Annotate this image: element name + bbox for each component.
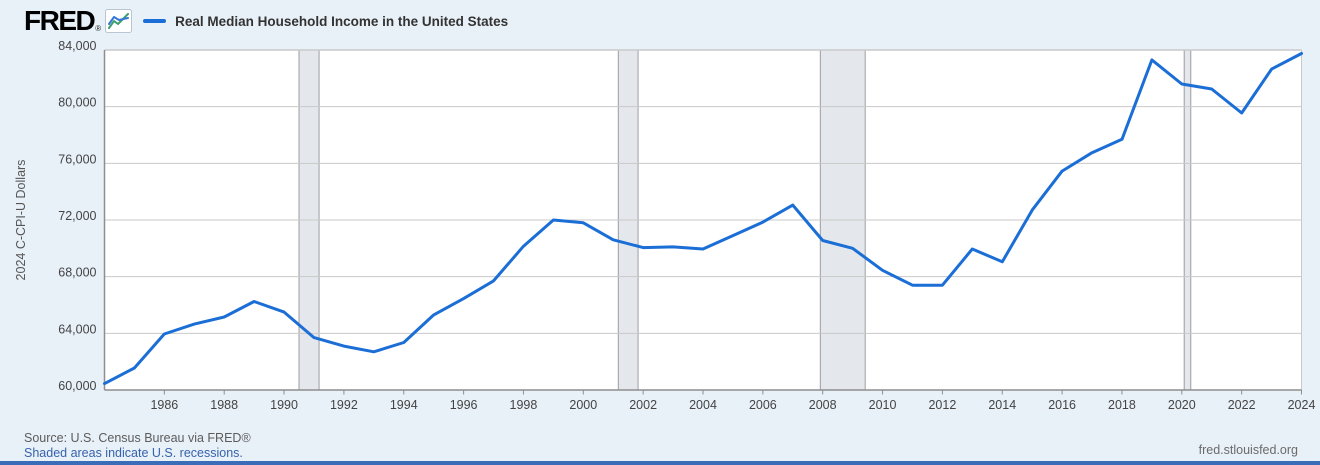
y-tick-label: 64,000 xyxy=(58,322,96,336)
x-tick-label: 2002 xyxy=(629,398,657,412)
y-tick-label: 76,000 xyxy=(58,152,96,166)
x-tick-label: 2022 xyxy=(1228,398,1256,412)
y-tick-label: 72,000 xyxy=(58,209,96,223)
footer: Source: U.S. Census Bureau via FRED® Sha… xyxy=(24,431,251,461)
x-tick-label: 1992 xyxy=(330,398,358,412)
registered-mark: ® xyxy=(95,24,102,33)
x-tick-label: 2018 xyxy=(1108,398,1136,412)
y-tick-label: 60,000 xyxy=(58,379,96,393)
x-tick-label: 2014 xyxy=(988,398,1016,412)
x-tick-label: 2016 xyxy=(1048,398,1076,412)
fred-logo[interactable]: FRED xyxy=(24,5,96,36)
header: FRED ® Real Median Household Income in t… xyxy=(24,6,508,36)
x-tick-label: 1998 xyxy=(510,398,538,412)
y-tick-label: 84,000 xyxy=(58,39,96,53)
x-tick-label: 2004 xyxy=(689,398,717,412)
x-tick-label: 2008 xyxy=(809,398,837,412)
x-tick-label: 1990 xyxy=(270,398,298,412)
x-tick-label: 1986 xyxy=(150,398,178,412)
y-tick-label: 68,000 xyxy=(58,266,96,280)
recessions-link[interactable]: Shaded areas indicate U.S. recessions. xyxy=(24,446,243,460)
x-tick-label: 1996 xyxy=(450,398,478,412)
x-tick-label: 2006 xyxy=(749,398,777,412)
fred-site-link[interactable]: fred.stlouisfed.org xyxy=(1198,443,1298,457)
x-tick-label: 2000 xyxy=(569,398,597,412)
x-tick-label: 2010 xyxy=(869,398,897,412)
chart-title[interactable]: Real Median Household Income in the Unit… xyxy=(175,13,509,29)
y-tick-label: 80,000 xyxy=(58,96,96,110)
x-tick-label: 2020 xyxy=(1168,398,1196,412)
x-tick-label: 2012 xyxy=(928,398,956,412)
x-tick-label: 1994 xyxy=(390,398,418,412)
legend-line-swatch xyxy=(143,19,167,23)
x-tick-label: 2024 xyxy=(1288,398,1316,412)
chart-canvas[interactable]: 1986 1988 1990 1992 1994 1996 1998 2000 2002 2004… xyxy=(0,0,1320,420)
fred-chart-icon xyxy=(105,9,133,33)
source-text: Source: U.S. Census Bureau via FRED® xyxy=(24,431,251,445)
x-tick-label: 1988 xyxy=(210,398,238,412)
bottom-accent-bar xyxy=(0,461,1320,465)
series-line[interactable] xyxy=(103,52,1303,386)
